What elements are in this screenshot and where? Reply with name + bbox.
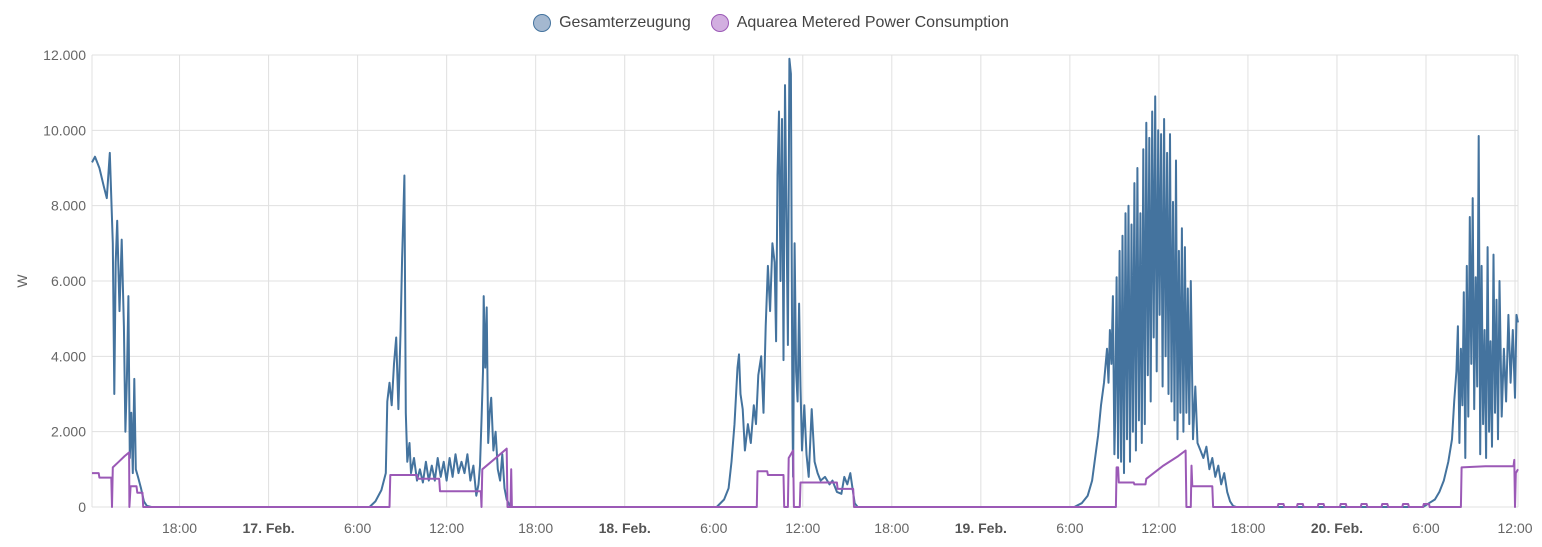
x-tick-label: 6:00	[1412, 520, 1439, 536]
series-line-gesamterzeugung	[91, 57, 1519, 508]
y-tick-label: 8.000	[51, 198, 86, 214]
y-tick-label: 10.000	[43, 122, 86, 138]
x-tick-label: 18:00	[1230, 520, 1265, 536]
x-tick-label: 6:00	[344, 520, 371, 536]
y-axis-ticks: 0 2.000 4.000 6.000 8.000 10.000 12.000	[43, 47, 86, 515]
x-tick-label: 18:00	[874, 520, 909, 536]
x-tick-label: 20. Feb.	[1311, 520, 1363, 536]
y-tick-label: 6.000	[51, 273, 86, 289]
chart-legend: Gesamterzeugung Aquarea Metered Power Co…	[0, 14, 1542, 32]
x-tick-label: 18. Feb.	[599, 520, 651, 536]
x-tick-label: 12:00	[785, 520, 820, 536]
x-tick-label: 18:00	[162, 520, 197, 536]
x-tick-label: 12:00	[1498, 520, 1533, 536]
y-tick-label: 4.000	[51, 348, 86, 364]
legend-dot-gesamterzeugung	[533, 14, 552, 32]
series-layer	[91, 57, 1519, 508]
x-tick-label: 12:00	[429, 520, 464, 536]
series-line-aquarea	[92, 447, 1519, 508]
y-axis-label: W	[14, 274, 30, 288]
y-tick-label: 12.000	[43, 47, 86, 63]
x-tick-label: 6:00	[700, 520, 727, 536]
legend-dot-aquarea	[710, 14, 729, 32]
x-tick-label: 17. Feb.	[243, 520, 295, 536]
y-tick-label: 2.000	[51, 424, 86, 440]
x-axis-ticks: 18:00 17. Feb. 6:00 12:00 18:00 18. Feb. 6:00 1…	[162, 520, 1533, 536]
y-tick-label: 0	[78, 499, 86, 515]
legend-item-aquarea[interactable]: Aquarea Metered Power Consumption	[710, 14, 1009, 32]
x-tick-label: 19. Feb.	[955, 520, 1007, 536]
x-tick-label: 18:00	[518, 520, 553, 536]
legend-label-gesamterzeugung: Gesamterzeugung	[559, 14, 691, 31]
x-tick-label: 6:00	[1056, 520, 1083, 536]
legend-item-gesamterzeugung[interactable]: Gesamterzeugung	[533, 14, 691, 32]
x-tick-label: 12:00	[1141, 520, 1176, 536]
legend-label-aquarea: Aquarea Metered Power Consumption	[736, 14, 1009, 31]
